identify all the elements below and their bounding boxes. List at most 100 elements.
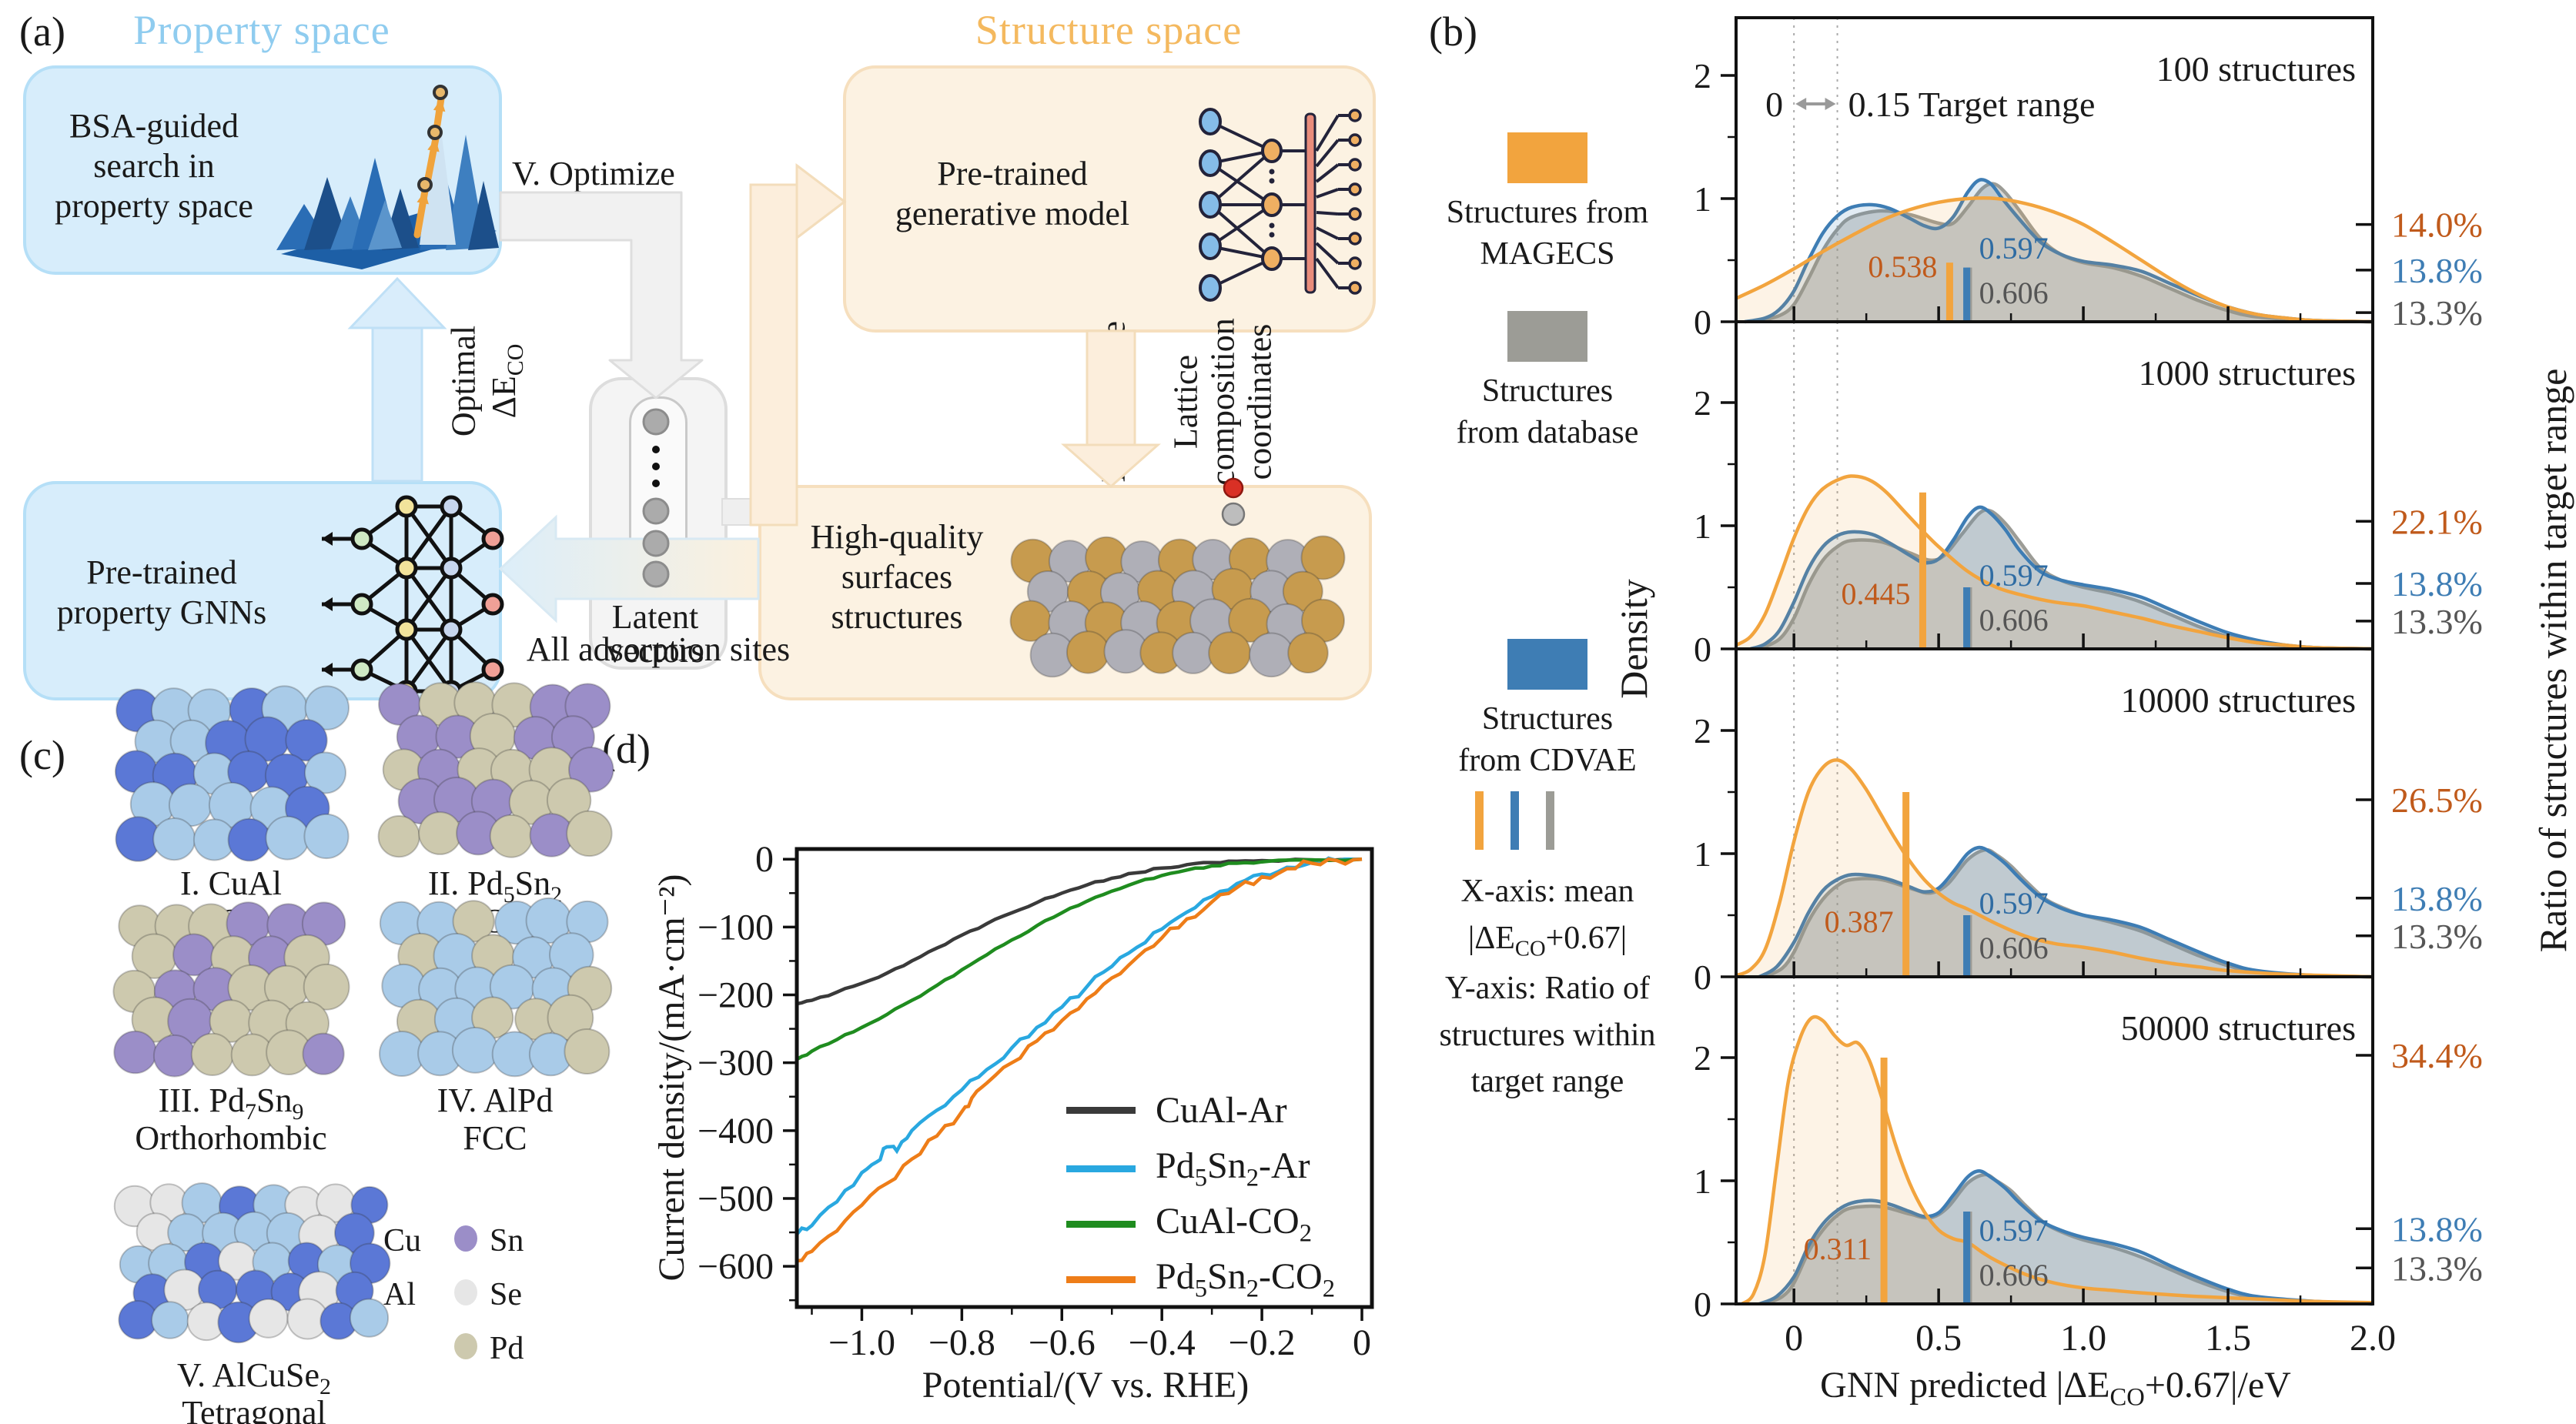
generate-sub-line3: coordinates [1240,323,1279,480]
mean-label-cdvae: 0.597 [1979,558,2049,593]
kde-fill-magecs [1741,1017,2373,1304]
panel-b-ylabel: Density [1612,579,1655,699]
predict-formula-main: ΔE [485,376,524,419]
mean-bar-database [1966,587,1972,649]
structure-1-system: FCC [199,902,263,940]
pd-legend-row-4: Pd5Sn2-CO2 [1066,1255,1335,1304]
mean-label-magecs: 0.538 [1868,249,1937,284]
y-tick-label: 2 [1694,383,1711,423]
pd-legend-row-1: CuAl-Ar [1066,1089,1287,1132]
kde-subplot-2: 0.445 0.597 0.606 0 1 2 22.1% 13.8%13.3% 1000 st… [1694,320,2483,669]
mean-bar-cdvae [1963,587,1971,649]
y-tick-label: 1 [1694,179,1711,219]
structure-5-system: Tetragonal [182,1394,326,1424]
mean-bar-cdvae [1963,915,1971,977]
pd-y-tick-label: −100 [698,907,774,948]
surfaces-box-line3: structures [831,598,963,636]
mean-bar-magecs [1919,492,1926,649]
ratio-label-magecs: 26.5% [2391,781,2483,820]
optimize-arrow-label: V. Optimize [512,155,675,192]
kde-fill-cdvae [1745,179,2373,322]
mean-label-database: 0.606 [1979,603,2049,637]
legend-axis-note: X-axis: mean |ΔECO+0.67| Y-axis: Ratio o… [1378,868,1717,1105]
x-tick-label: 1.5 [2205,1318,2251,1359]
ratio-label-magecs: 34.4% [2391,1036,2483,1075]
kde-line-cdvae [1758,845,2374,979]
kde-line-magecs [1735,474,2374,651]
structure-4-name: IV. AlPd [437,1081,554,1119]
x-tick-label: 1.0 [2060,1318,2106,1359]
legend-text-magecs: Structures from MAGECS [1446,195,1649,272]
subplot-title: 100 structures [2156,49,2356,89]
mean-label-magecs: 0.387 [1825,904,1894,939]
element-dot-cu [348,1225,371,1252]
panel-d-ylabel: Current density/(mA·cm⁻²) [651,874,692,1282]
pd-legend-line-1 [1066,1107,1136,1114]
bsa-box-line3: property space [55,187,253,225]
y-tick-label: 0 [1694,303,1711,342]
structure-3-system: Orthorhombic [135,1119,327,1157]
kde-line-cdvae [1744,178,2374,324]
latent-label-line2: vectors [606,632,704,670]
mean-label-database: 0.606 [1979,276,2049,310]
panel-a-label: (a) [19,8,65,55]
generative-box-line2: generative model [895,195,1130,232]
pd-x-tick-label: −0.2 [1229,1322,1296,1363]
ratio-label-database: 13.3% [2391,917,2483,956]
pd-y-tick-label: −400 [698,1111,774,1152]
panel-d-xlabel: Potential/(V vs. RHE) [922,1365,1250,1406]
pd-x-tick-label: 0 [1353,1322,1371,1363]
kde-line-magecs [1741,1015,2374,1305]
kde-line-database [1755,182,2374,324]
mean-bar-database [1966,915,1972,977]
generative-box-line1: Pre-trained [937,155,1088,192]
note-y-line3: target range [1470,1064,1624,1100]
y-tick-label: 0 [1694,630,1711,669]
note-formula: |ΔECO+0.67| [1467,920,1628,961]
kde-fill-magecs [1736,198,2373,322]
panel-b-right-label: Ratio of structures within target range [2531,368,2574,953]
mean-label-database: 0.606 [1979,1258,2049,1292]
kde-line-cdvae [1758,1168,2374,1306]
bsa-box-line1: BSA-guided [69,107,239,145]
kde-fill-magecs [1736,476,2373,649]
subplot-title: 10000 structures [2121,680,2356,720]
generative-model-box [843,65,1376,333]
mean-label-cdvae: 0.597 [1979,231,2049,266]
gnn-box-line1: Pre-trained [86,553,237,591]
lsv-curve-CuAl-Ar [797,857,1363,1006]
kde-fill-database [1759,510,2373,649]
element-label-se: Se [490,1277,522,1312]
property-space-title: Property space [133,7,390,53]
ratio-label-database: 13.3% [2391,602,2483,641]
mean-bar-database [1966,1212,1972,1304]
element-dot-sn [454,1225,477,1252]
mean-bar-magecs [1902,792,1910,977]
kde-line-magecs [1735,758,2374,979]
legend-text-cdvae: Structures from CDVAE [1458,701,1637,778]
pd-y-tick-label: −600 [698,1246,774,1287]
y-tick-label: 2 [1694,711,1711,750]
kde-fill-database [1756,183,2373,322]
legend-bar-cdvae [1510,791,1519,850]
kde-fill-database [1765,850,2373,977]
kde-fill-cdvae [1750,506,2373,649]
ratio-label-cdvae: 13.8% [2391,251,2483,290]
structure-2-system: FCC [463,902,527,940]
structure-2-name: II. Pd5Sn2 [427,864,563,908]
note-y-line1: Y-axis: Ratio of [1445,970,1650,1006]
x-tick-label: 2.0 [2350,1318,2396,1359]
panel-b-label: (b) [1429,8,1477,55]
pd-legend-label-2: Pd5Sn2-Ar [1156,1145,1310,1192]
legend-swatch-cdvae [1507,639,1587,690]
y-tick-label: 1 [1694,506,1711,546]
ratio-label-cdvae: 13.8% [2391,564,2483,603]
legend-bar-magecs [1475,791,1484,850]
ratio-label-magecs: 14.0% [2391,206,2483,245]
element-label-cu: Cu [383,1223,422,1259]
element-dot-se [454,1279,477,1305]
pd-legend-label-1: CuAl-Ar [1156,1090,1287,1131]
mean-label-magecs: 0.311 [1804,1232,1872,1266]
structure-4-system: FCC [463,1119,527,1157]
